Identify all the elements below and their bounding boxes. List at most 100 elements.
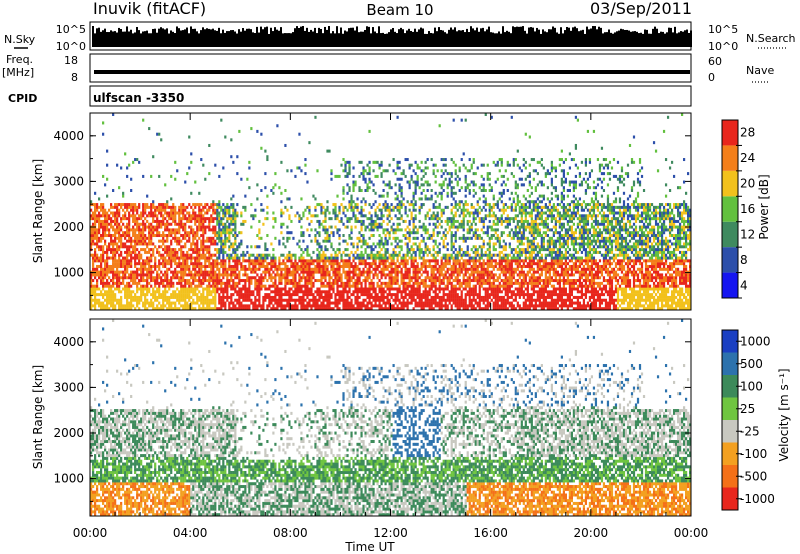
data-cell — [238, 299, 240, 302]
data-cell — [368, 276, 370, 279]
data-cell — [328, 285, 330, 288]
data-cell — [234, 282, 236, 285]
nsky-bar — [208, 29, 210, 47]
data-cell — [324, 285, 326, 288]
data-cell — [370, 206, 372, 209]
data-cell — [443, 304, 445, 307]
data-cell — [272, 226, 274, 229]
data-cell — [272, 254, 274, 257]
data-cell — [224, 262, 226, 265]
data-cell — [386, 302, 388, 305]
nsky-bar — [248, 29, 250, 47]
data-cell — [324, 299, 326, 302]
data-cell — [338, 296, 340, 299]
data-cell — [106, 164, 108, 167]
data-cell — [142, 220, 144, 223]
data-cell — [298, 259, 300, 262]
data-cell — [170, 293, 172, 296]
data-cell — [96, 217, 98, 220]
data-cell — [368, 212, 370, 215]
data-cell — [96, 302, 98, 305]
data-cell — [234, 290, 236, 293]
data-cell — [184, 290, 186, 293]
data-cell — [216, 290, 218, 293]
data-cell — [268, 285, 270, 288]
data-cell — [158, 265, 160, 268]
data-cell — [445, 237, 447, 240]
data-cell — [340, 203, 342, 206]
data-cell — [415, 304, 417, 307]
data-cell — [182, 209, 184, 212]
data-cell — [202, 282, 204, 285]
data-cell — [302, 268, 304, 271]
data-cell — [132, 161, 134, 164]
data-cell — [324, 271, 326, 274]
data-cell — [138, 240, 140, 243]
data-cell — [152, 279, 154, 282]
data-cell — [244, 290, 246, 293]
data-cell — [226, 285, 228, 288]
data-cell — [258, 259, 260, 262]
nsky-bar — [420, 28, 422, 47]
data-cell — [441, 257, 443, 260]
data-cell — [407, 302, 409, 305]
data-cell — [144, 293, 146, 296]
data-cell — [100, 240, 102, 243]
data-cell — [242, 279, 244, 282]
data-cell — [192, 268, 194, 271]
data-cell — [318, 287, 320, 290]
data-cell — [401, 203, 403, 206]
data-cell — [142, 209, 144, 212]
data-cell — [322, 251, 324, 254]
data-cell — [399, 209, 401, 212]
data-cell — [272, 276, 274, 279]
data-cell — [411, 245, 413, 248]
data-cell — [194, 290, 196, 293]
data-cell — [220, 234, 222, 237]
data-cell — [342, 262, 344, 265]
data-cell — [300, 259, 302, 262]
data-cell — [332, 282, 334, 285]
data-cell — [134, 259, 136, 262]
data-cell — [292, 276, 294, 279]
nsky-bar — [320, 29, 322, 47]
nsky-bar — [390, 29, 392, 47]
data-cell — [336, 271, 338, 274]
data-cell — [328, 226, 330, 229]
nsky-bar — [96, 28, 98, 47]
data-cell — [380, 271, 382, 274]
data-cell — [184, 234, 186, 237]
data-cell — [218, 296, 220, 299]
data-cell — [270, 265, 272, 268]
data-cell — [304, 290, 306, 293]
data-cell — [218, 220, 220, 223]
nsky-bar — [436, 31, 438, 47]
data-cell — [150, 265, 152, 268]
data-cell — [146, 251, 148, 254]
data-cell — [374, 200, 376, 203]
data-cell — [378, 287, 380, 290]
data-cell — [447, 248, 449, 251]
data-cell — [172, 293, 174, 296]
data-cell — [284, 189, 286, 192]
data-cell — [411, 302, 413, 305]
data-cell — [328, 304, 330, 307]
data-cell — [162, 220, 164, 223]
data-cell — [202, 279, 204, 282]
data-cell — [164, 206, 166, 209]
data-cell — [192, 299, 194, 302]
data-cell — [208, 285, 210, 288]
data-cell — [174, 220, 176, 223]
data-cell — [334, 279, 336, 282]
data-cell — [314, 197, 316, 200]
data-cell — [366, 262, 368, 265]
data-cell — [447, 285, 449, 288]
data-cell — [206, 287, 208, 290]
data-cell — [447, 259, 449, 262]
data-cell — [376, 175, 378, 178]
data-cell — [274, 220, 276, 223]
data-cell — [427, 197, 429, 200]
data-cell — [172, 296, 174, 299]
data-cell — [264, 276, 266, 279]
data-cell — [184, 223, 186, 226]
